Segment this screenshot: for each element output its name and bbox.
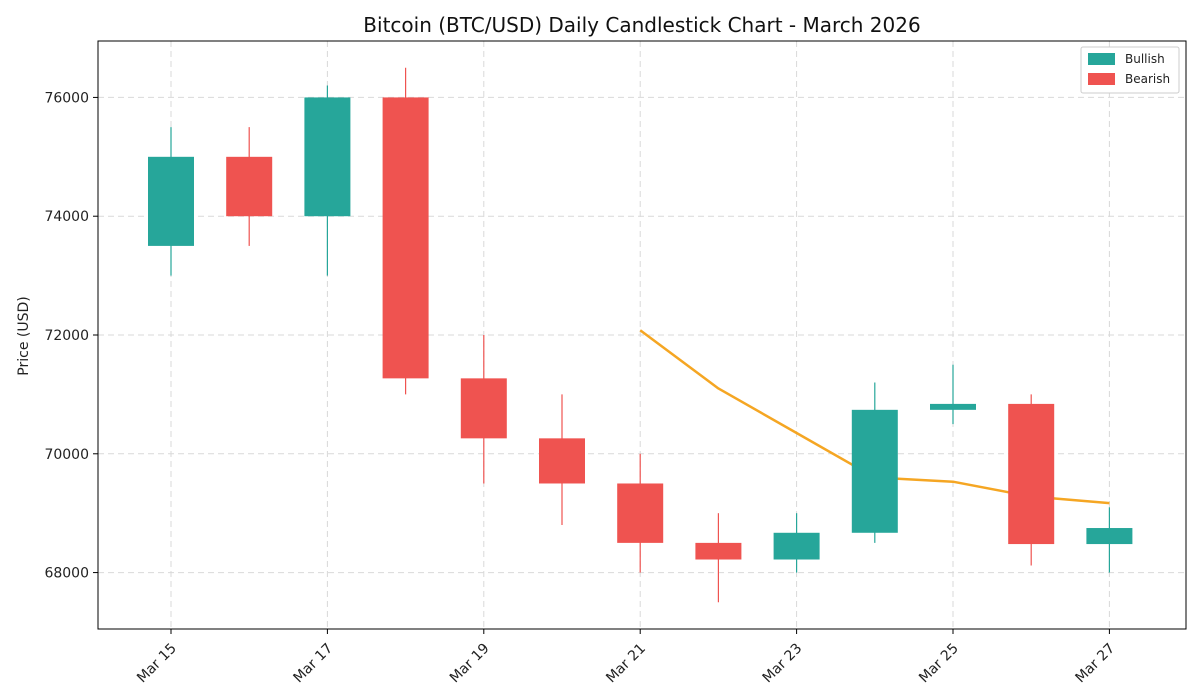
candle [695, 513, 742, 603]
candle-body [226, 156, 273, 217]
x-tick-label: Mar 17 [290, 641, 336, 687]
candle-body [460, 378, 507, 439]
candle-body [617, 483, 664, 543]
y-tick-label: 76000 [44, 90, 89, 106]
candle [1008, 394, 1055, 566]
legend-label-bearish: Bearish [1125, 72, 1170, 86]
x-tick-label: Mar 25 [916, 641, 962, 687]
candle-body [930, 403, 976, 410]
candle [617, 453, 664, 573]
candle-body [1008, 403, 1055, 545]
candle-body [1086, 528, 1133, 545]
candle [930, 364, 976, 425]
chart-title: Bitcoin (BTC/USD) Daily Candlestick Char… [363, 13, 920, 37]
candle [851, 382, 898, 543]
x-tick-label: Mar 23 [760, 641, 806, 687]
x-tick-label: Mar 21 [603, 641, 649, 687]
candles-layer [148, 67, 1133, 603]
candle [148, 127, 194, 276]
legend-swatch-bearish [1088, 73, 1115, 85]
candle-body [382, 97, 429, 379]
candle [226, 127, 273, 246]
y-tick-label: 74000 [44, 209, 89, 225]
x-tick-label: Mar 27 [1072, 641, 1118, 687]
candle [773, 513, 820, 573]
candle [382, 67, 429, 395]
y-tick-label: 70000 [44, 447, 89, 463]
candle-body [773, 532, 820, 560]
candle-body [539, 438, 585, 484]
y-tick-label: 68000 [44, 566, 89, 582]
y-axis: 68000 70000 72000 74000 76000 [44, 90, 98, 582]
candle [304, 85, 351, 276]
legend-swatch-bullish [1088, 53, 1115, 65]
y-axis-label: Price (USD) [16, 296, 32, 375]
candle [1086, 507, 1133, 573]
candle [539, 394, 585, 526]
x-tick-label: Mar 15 [134, 641, 180, 687]
candle-body [304, 97, 351, 217]
legend-label-bullish: Bullish [1125, 52, 1165, 66]
x-axis: Mar 15 Mar 17 Mar 19 Mar 21 Mar 23 Mar 25 Mar … [134, 629, 1118, 686]
legend: Bullish Bearish [1080, 46, 1180, 94]
candle [460, 335, 507, 484]
candle-body [695, 542, 742, 560]
x-tick-label: Mar 19 [447, 641, 493, 687]
grid [98, 41, 1186, 629]
candle-body [148, 156, 194, 246]
candle-body [851, 409, 898, 533]
y-tick-label: 72000 [44, 328, 89, 344]
